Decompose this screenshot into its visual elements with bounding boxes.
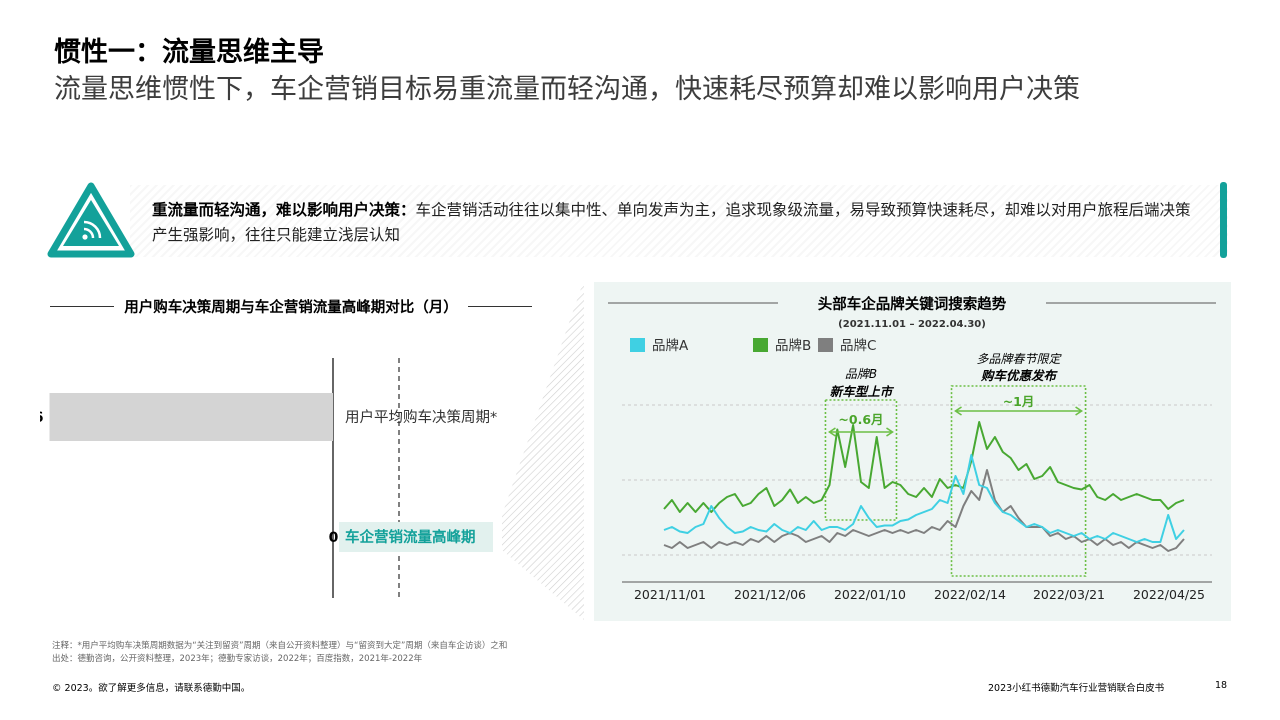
- bar-value-label: 3~6: [40, 410, 44, 426]
- left-chart-title: 用户购车决策周期与车企营销流量高峰期对比（月）: [50, 296, 532, 316]
- callout-text: 重流量而轻沟通，难以影响用户决策：车企营销活动往往以集中性、单向发声为主，追求现…: [152, 198, 1202, 248]
- decision-cycle-bar-chart: 3~6用户平均购车决策周期*0.5~1.5车企营销流量高峰期: [40, 358, 497, 598]
- annotation-label: 新车型上市: [830, 384, 895, 399]
- callout-accent-bar: [1220, 182, 1227, 258]
- arrow-head: [828, 427, 836, 437]
- annotation-box: [950, 385, 1087, 577]
- search-trend-line-chart: 头部车企品牌关键词搜索趋势 (2021.11.01 – 2022.04.30) 品牌…: [608, 295, 1216, 602]
- annotation-title: 多品牌春节限定: [977, 352, 1063, 366]
- x-tick-label: 2022/03/21: [1033, 587, 1105, 602]
- callout-lead: 重流量而轻沟通，难以影响用户决策：: [152, 201, 416, 219]
- callout-background: [130, 185, 1228, 257]
- warning-signal-icon: [47, 182, 135, 258]
- chart-title: 头部车企品牌关键词搜索趋势: [818, 295, 1007, 313]
- source-line: 出处：德勤咨询，公开资料整理，2023年；德勤专家访谈，2022年；百度指数，2…: [52, 654, 423, 664]
- title-rule-right: [467, 305, 532, 307]
- legend-label: 品牌A: [652, 337, 689, 354]
- trend-chart-panel: [594, 282, 1231, 621]
- legend-swatch: [630, 338, 645, 352]
- duration-label: ~1月: [1003, 394, 1035, 409]
- legend-label: 品牌C: [840, 337, 876, 354]
- note-line: 注释：*用户平均购车决策周期数据为“关注到留资”周期（来自公开资料整理）与“留资…: [52, 641, 508, 651]
- x-tick-label: 2021/12/06: [734, 587, 806, 602]
- series-line-品牌A: [663, 454, 1185, 543]
- legend-label: 品牌B: [775, 337, 811, 354]
- x-tick-label: 2022/02/14: [934, 587, 1006, 602]
- copyright: © 2023。欲了解更多信息，请联系德勤中国。: [52, 683, 251, 694]
- bar-1: [49, 393, 333, 441]
- category-label: 用户平均购车决策周期*: [345, 409, 497, 426]
- x-tick-label: 2021/11/01: [634, 587, 706, 602]
- left-chart-title-text: 用户购车决策周期与车企营销流量高峰期对比（月）: [124, 299, 458, 316]
- x-tick-label: 2022/01/10: [834, 587, 906, 602]
- legend-swatch: [818, 338, 833, 352]
- arrow-head: [954, 406, 962, 416]
- page-subtitle: 流量思维惯性下，车企营销目标易重流量而轻沟通，快速耗尽预算却难以影响用户决策: [54, 74, 1080, 105]
- chart-subtitle: (2021.11.01 – 2022.04.30): [838, 319, 986, 330]
- report-name: 2023小红书德勤汽车行业营销联合白皮书: [988, 683, 1165, 694]
- title-rule-left: [50, 305, 115, 307]
- annotation-title: 品牌B: [845, 367, 877, 381]
- category-label: 车企营销流量高峰期: [345, 528, 476, 546]
- page-number: 18: [1215, 680, 1228, 691]
- category-highlight: [339, 522, 493, 552]
- series-line-品牌C: [663, 469, 1185, 552]
- arrow-head: [1075, 406, 1084, 416]
- page-title: 惯性一：流量思维主导: [54, 37, 324, 68]
- arrow-head: [886, 427, 894, 437]
- footnotes: 注释：*用户平均购车决策周期数据为“关注到留资”周期（来自公开资料整理）与“留资…: [52, 640, 592, 666]
- x-tick-label: 2022/04/25: [1133, 587, 1205, 602]
- annotation-label: 购车优惠发布: [980, 368, 1059, 383]
- legend-swatch: [753, 338, 768, 352]
- series-line-品牌B: [663, 421, 1185, 513]
- callout-body: 车企营销活动往往以集中性、单向发声为主，追求现象级流量，易导致预算快速耗尽，却难…: [152, 201, 1191, 244]
- connector-funnel: [502, 280, 584, 620]
- duration-label: ~0.6月: [838, 412, 883, 427]
